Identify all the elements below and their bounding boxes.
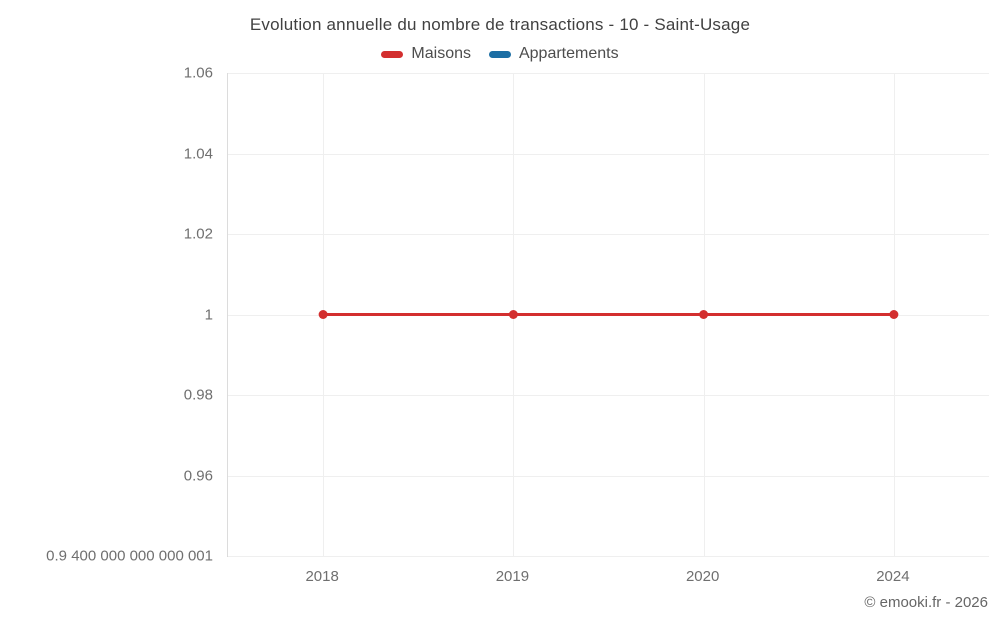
legend-item-maisons[interactable]: Maisons	[381, 45, 471, 63]
y-tick-label: 1.02	[183, 225, 213, 243]
appartements-series-swatch-icon	[488, 50, 511, 58]
y-tick-label: 0.9 400 000 000 000 001	[46, 547, 213, 565]
gridline-horizontal	[228, 234, 989, 235]
x-tick-label: 2018	[305, 568, 339, 585]
gridline-horizontal	[228, 153, 989, 155]
gridline-horizontal	[228, 395, 989, 396]
data-point-maisons[interactable]	[889, 310, 899, 319]
plot-area	[227, 73, 989, 557]
legend-label-appartements: Appartements	[518, 45, 619, 62]
legend-item-appartements[interactable]: Appartements	[488, 45, 619, 63]
gridline-horizontal	[228, 556, 989, 557]
gridline-horizontal	[228, 475, 989, 477]
y-tick-label: 1	[204, 306, 213, 323]
data-point-maisons[interactable]	[508, 310, 518, 319]
copyright-credit: © emooki.fr - 2026	[864, 594, 988, 611]
y-tick-label: 1.04	[183, 145, 213, 162]
maisons-series-swatch-icon	[381, 50, 404, 58]
legend-label-maisons: Maisons	[411, 45, 471, 62]
series-layer	[318, 310, 899, 319]
y-tick-label: 0.98	[183, 386, 213, 404]
y-tick-label: 0.96	[183, 467, 213, 484]
data-point-maisons[interactable]	[318, 310, 328, 319]
x-tick-label: 2020	[685, 568, 720, 585]
y-tick-label: 1.06	[183, 64, 213, 82]
legend: Maisons Appartements	[0, 45, 1000, 63]
gridline-horizontal	[228, 73, 989, 74]
chart-title: Evolution annuelle du nombre de transact…	[249, 15, 751, 34]
data-point-maisons[interactable]	[699, 310, 709, 319]
x-tick-label: 2019	[495, 568, 530, 585]
x-tick-label: 2024	[876, 568, 910, 585]
